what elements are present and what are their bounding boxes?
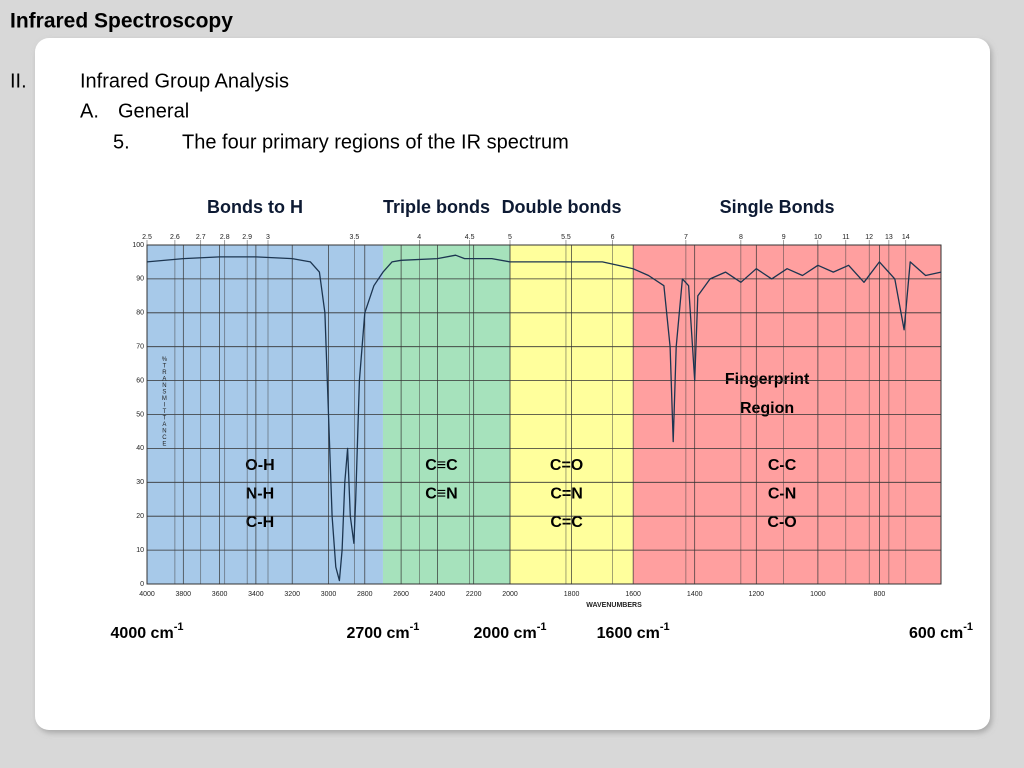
bond-label: C=C: [550, 514, 583, 531]
y-tick-label: 100: [132, 242, 144, 249]
x-tick-label: 4000: [139, 591, 155, 598]
boundary-label: 2700 cm-1: [346, 621, 419, 642]
boundary-text: 600 cm: [909, 625, 963, 642]
y-tick-label: 20: [136, 513, 144, 520]
y-tick-label: 50: [136, 411, 144, 418]
bond-label: N-H: [246, 486, 274, 503]
boundary-label: 600 cm-1: [909, 621, 973, 642]
x2-tick-label: 9: [782, 234, 786, 241]
x2-tick-label: 3: [266, 234, 270, 241]
x-tick-label: 3000: [321, 591, 337, 598]
x2-tick-label: 14: [902, 234, 910, 241]
y-tick-label: 10: [136, 547, 144, 554]
x2-tick-label: 3.5: [350, 234, 360, 241]
bond-label: C=O: [550, 457, 583, 474]
plot-frame: [146, 244, 942, 585]
annotation: Fingerprint: [725, 371, 810, 388]
outline-marker: A.: [80, 100, 99, 122]
bond-label: C-N: [768, 486, 796, 503]
x-tick-label: 1600: [625, 591, 641, 598]
x-tick-label: 2200: [466, 591, 482, 598]
x-axis-label: WAVENUMBERS: [586, 602, 642, 609]
x-tick-label: 2000: [502, 591, 518, 598]
y-tick-label: 30: [136, 479, 144, 486]
boundary-sup: -1: [174, 621, 184, 633]
bond-label: O-H: [245, 457, 274, 474]
boundary-sup: -1: [660, 621, 670, 633]
region-header: Bonds to H: [207, 197, 303, 217]
x-tick-label: 1200: [748, 591, 764, 598]
x2-tick-label: 12: [865, 234, 873, 241]
y-tick-label: 70: [136, 344, 144, 351]
x2-tick-label: 2.6: [170, 234, 180, 241]
boundary-text: 4000 cm: [111, 625, 174, 642]
x2-tick-label: 8: [739, 234, 743, 241]
x-tick-label: 3200: [284, 591, 300, 598]
bond-label: C-H: [246, 514, 274, 531]
x-tick-label: 2600: [393, 591, 409, 598]
bond-label: C-O: [767, 514, 796, 531]
boundary-label: 2000 cm-1: [474, 621, 547, 642]
x-tick-label: 2400: [430, 591, 446, 598]
x-tick-label: 800: [874, 591, 886, 598]
x2-tick-label: 4: [417, 234, 421, 241]
boundary-label: 4000 cm-1: [111, 621, 184, 642]
x-tick-label: 3600: [212, 591, 228, 598]
bond-label: C=N: [550, 486, 582, 503]
outline-text: General: [118, 100, 189, 122]
x2-tick-label: 2.7: [196, 234, 206, 241]
boundary-sup: -1: [963, 621, 973, 633]
x-tick-label: 1400: [687, 591, 703, 598]
boundary-sup: -1: [410, 621, 420, 633]
x2-tick-label: 2.9: [242, 234, 252, 241]
y-tick-label: 40: [136, 445, 144, 452]
chart: Bonds to H O-H N-H C-H Triple bonds C≡C C≡N Dou…: [111, 197, 974, 642]
x2-tick-label: 2.8: [220, 234, 230, 241]
x2-tick-label: 4.5: [465, 234, 475, 241]
region-header: Single Bonds: [720, 197, 835, 217]
x2-tick-label: 5.5: [561, 234, 571, 241]
x2-tick-label: 7: [684, 234, 688, 241]
boundary-text: 2700 cm: [346, 625, 409, 642]
boundary-text: 1600 cm: [597, 625, 660, 642]
x2-tick-label: 2.5: [142, 234, 152, 241]
outline-text: The four primary regions of the IR spect…: [182, 131, 569, 153]
slide-title: Infrared Spectroscopy: [10, 10, 233, 33]
x2-tick-label: 10: [814, 234, 822, 241]
x2-tick-label: 11: [842, 234, 849, 241]
y-tick-label: 60: [136, 377, 144, 384]
x-tick-label: 2800: [357, 591, 373, 598]
x2-tick-label: 5: [508, 234, 512, 241]
bond-label: C≡C: [425, 457, 458, 474]
x-tick-label: 3400: [248, 591, 264, 598]
x-tick-label: 3800: [176, 591, 192, 598]
x2-tick-label: 6: [611, 234, 615, 241]
boundary-label: 1600 cm-1: [597, 621, 670, 642]
y-tick-label: 0: [140, 581, 144, 588]
x-tick-label: 1000: [810, 591, 826, 598]
annotation: Region: [740, 400, 794, 417]
x2-tick-label: 13: [885, 234, 893, 241]
y-tick-label: 90: [136, 276, 144, 283]
bond-label: C-C: [768, 457, 797, 474]
outline-text: Infrared Group Analysis: [80, 70, 289, 92]
x-tick-label: 1800: [564, 591, 580, 598]
spectrum-line: [146, 254, 942, 582]
region-header: Triple bonds: [383, 197, 490, 217]
boundary-sup: -1: [537, 621, 547, 633]
outline-marker: 5.: [113, 131, 130, 153]
boundary-text: 2000 cm: [474, 625, 537, 642]
y-axis-label: %TRANSMITTANCE: [161, 357, 167, 448]
y-tick-label: 80: [136, 310, 144, 317]
region-header: Double bonds: [502, 197, 622, 217]
bond-label: C≡N: [425, 486, 457, 503]
outline-marker: II.: [10, 70, 27, 92]
